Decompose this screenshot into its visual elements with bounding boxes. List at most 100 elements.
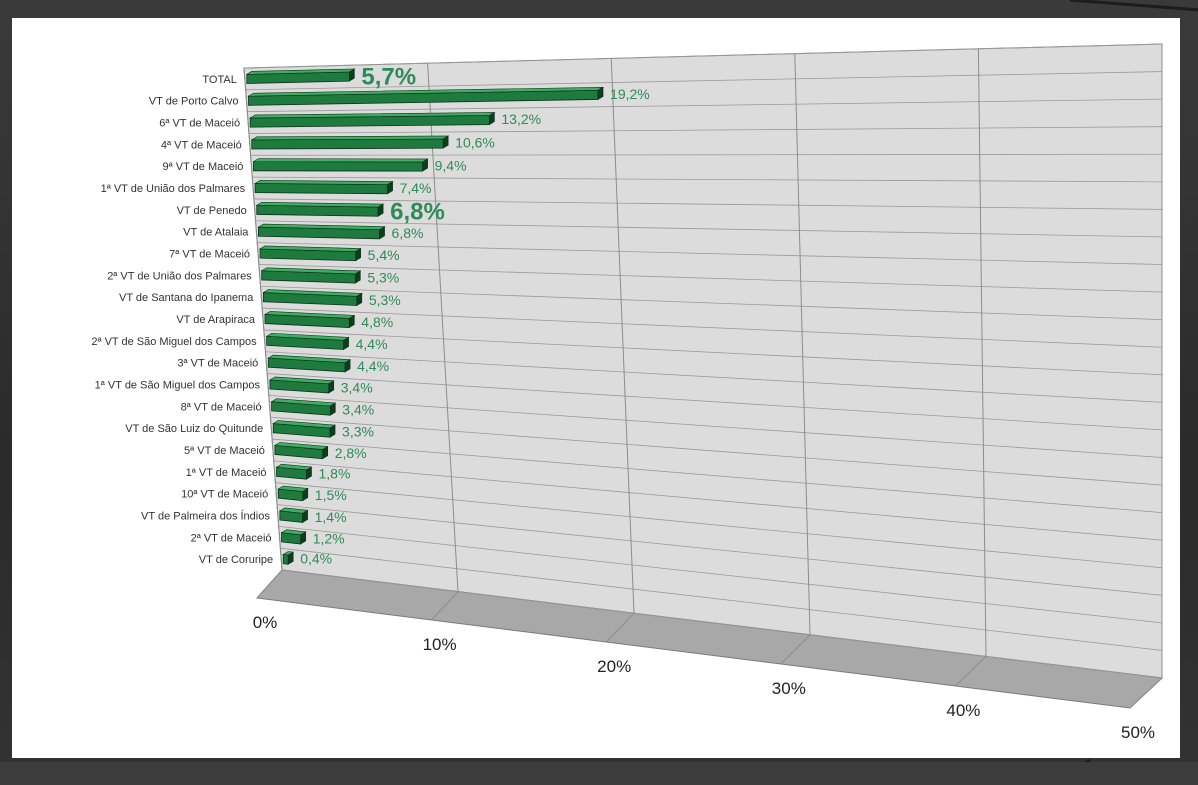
data-label: 4,4%	[356, 336, 388, 352]
row-gridline	[272, 438, 1163, 514]
x-floor-gridline	[256, 569, 283, 599]
category-label: 2ª VT de União dos Palmares	[107, 270, 252, 282]
x-floor-gridline	[955, 656, 987, 687]
bar-end-face	[355, 270, 361, 284]
footer-bar	[0, 762, 1198, 785]
category-label: TOTAL	[202, 74, 236, 86]
row-gridline	[248, 126, 1163, 134]
x-gridline	[427, 63, 459, 592]
data-label: 10,6%	[455, 135, 495, 151]
data-label: 4,8%	[361, 314, 393, 330]
data-label: 13,2%	[501, 111, 541, 127]
bar-end-face	[387, 181, 393, 195]
row-gridline	[270, 416, 1163, 486]
row-gridline	[278, 525, 1163, 624]
category-label: 4ª VT de Maceió	[161, 139, 242, 151]
data-label: 5,3%	[369, 292, 401, 308]
category-label: 9ª VT de Maceió	[163, 161, 244, 173]
row-gridline	[252, 176, 1163, 183]
bar	[254, 183, 389, 195]
category-label: 10ª VT de Maceió	[181, 489, 268, 501]
data-label: 5,4%	[368, 247, 400, 263]
bar-end-face	[442, 135, 449, 149]
bar-end-face	[379, 226, 385, 240]
bar	[251, 138, 444, 150]
category-label: 5ª VT de Maceió	[184, 445, 265, 457]
data-label: 3,4%	[342, 402, 374, 418]
x-tick-label: 0%	[253, 613, 278, 632]
row-gridline	[257, 242, 1163, 265]
data-label: 5,7%	[361, 64, 416, 91]
category-label: 1ª VT de Maceió	[186, 467, 267, 479]
bar-end-face	[489, 111, 495, 126]
x-tick-label: 20%	[597, 657, 631, 676]
category-label: 6ª VT de Maceió	[159, 118, 240, 130]
row-gridline	[250, 153, 1163, 156]
data-label: 1,8%	[319, 466, 351, 482]
data-label: 4,4%	[357, 358, 389, 374]
x-tick-label: 50%	[1121, 723, 1155, 742]
data-label: 0,4%	[300, 551, 332, 567]
bar-end-face	[355, 248, 361, 262]
x-tick-label: 30%	[772, 679, 806, 698]
category-label: 8ª VT de Maceió	[181, 401, 262, 413]
category-label: VT de Penedo	[177, 205, 247, 217]
data-label: 7,4%	[400, 180, 432, 196]
bar-end-face	[422, 158, 428, 172]
category-label: VT de Palmeira dos Índios	[141, 509, 270, 522]
row-gridline	[243, 43, 1163, 69]
row-gridline	[245, 71, 1163, 91]
data-label: 1,5%	[315, 487, 347, 503]
bar-end-face	[597, 86, 604, 100]
bar-chart: 0% 10% 20% 30% 40% 50% TOTAL 5,7% VT de Porto Ca…	[91, 43, 1164, 742]
x-floor-gridline	[1129, 677, 1163, 709]
bar-end-face	[344, 359, 351, 373]
bar-end-face	[328, 380, 335, 394]
x-gridline	[794, 53, 811, 635]
data-label: 1,4%	[315, 509, 347, 525]
x-gridline	[243, 67, 283, 571]
data-label: 3,4%	[341, 379, 373, 395]
bar-end-face	[287, 551, 294, 565]
row-gridline	[258, 264, 1163, 293]
x-floor-gridline	[431, 591, 459, 621]
bar-end-face	[322, 445, 329, 460]
row-gridline	[263, 329, 1163, 376]
category-label: 7ª VT de Maceió	[169, 249, 250, 261]
data-label: 6,8%	[390, 199, 445, 226]
bar-end-face	[349, 314, 355, 329]
bar	[282, 554, 289, 565]
x-floor-gridline	[605, 612, 635, 643]
data-label: 9,4%	[435, 158, 467, 174]
row-gridline	[253, 198, 1163, 210]
bar	[253, 161, 424, 172]
row-gridline	[255, 220, 1163, 238]
row-gridline	[275, 482, 1163, 569]
category-label: VT de Coruripe	[199, 554, 273, 566]
row-gridline	[267, 373, 1163, 431]
row-gridline	[273, 460, 1163, 541]
row-gridline	[260, 285, 1163, 321]
category-label: VT de São Luiz do Quitunde	[125, 423, 263, 435]
x-tick-label: 10%	[423, 635, 457, 654]
bar-end-face	[302, 509, 308, 523]
category-label: VT de Santana do Ipanema	[119, 292, 254, 304]
x-gridline	[977, 48, 987, 657]
data-label: 3,3%	[342, 424, 374, 440]
category-label: 1ª VT de São Miguel dos Campos	[95, 379, 261, 391]
data-label: 6,8%	[392, 225, 424, 241]
x-tick-label: 40%	[946, 701, 980, 720]
row-gridline	[277, 504, 1163, 596]
bar-end-face	[377, 203, 384, 217]
bar-end-face	[329, 424, 336, 438]
category-label: 1ª VT de União dos Palmares	[101, 183, 246, 195]
data-label: 1,2%	[313, 530, 345, 546]
bar-top-face	[250, 135, 450, 141]
category-label: VT de Atalaia	[183, 227, 249, 239]
category-label: VT de Arapiraca	[176, 314, 256, 326]
bar-end-face	[349, 68, 355, 82]
row-gridline	[247, 98, 1163, 113]
category-label: VT de Porto Calvo	[149, 96, 239, 108]
category-label: 2ª VT de São Miguel dos Campos	[91, 336, 257, 348]
data-label: 19,2%	[610, 86, 650, 102]
